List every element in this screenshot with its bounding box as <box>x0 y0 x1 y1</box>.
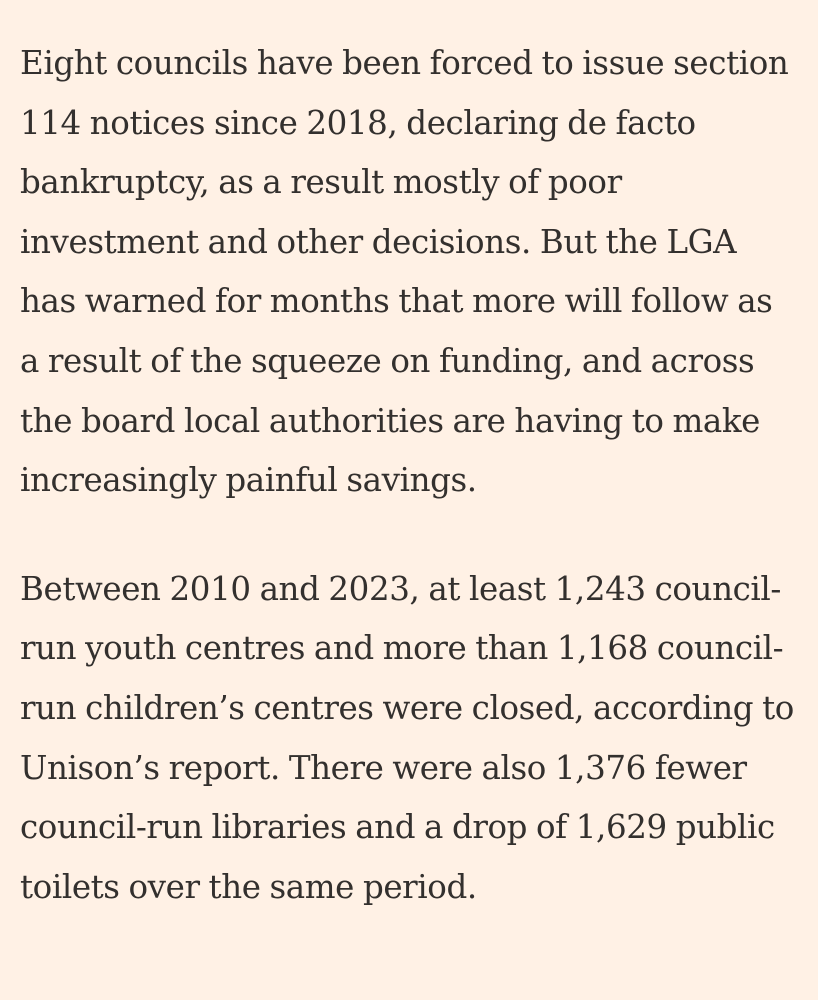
article-paragraph-council-bankruptcy: Eight councils have been forced to issue… <box>20 44 789 500</box>
article-paragraph-service-closures: Between 2010 and 2023, at least 1,243 co… <box>20 569 794 906</box>
article-body: Eight councils have been forced to issue… <box>20 44 794 906</box>
